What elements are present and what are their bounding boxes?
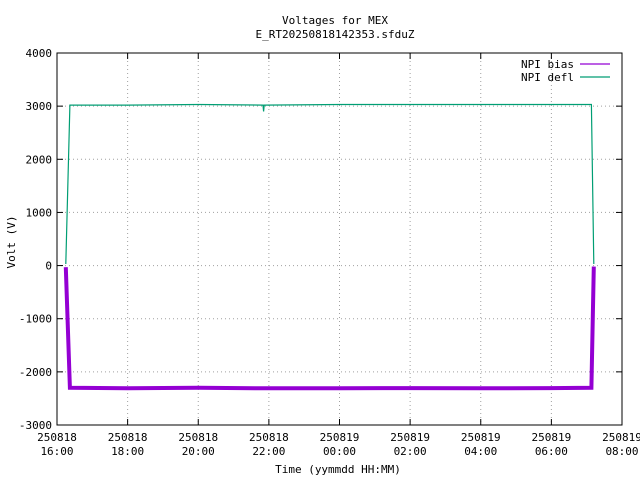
series-line-npi-defl <box>65 103 595 265</box>
x-tick-label-time: 04:00 <box>464 445 497 458</box>
x-tick-label-time: 02:00 <box>394 445 427 458</box>
x-tick-label-date: 250819 <box>532 431 572 444</box>
y-axis-label: Volt (V) <box>5 216 18 269</box>
y-tick-label: -3000 <box>19 419 52 432</box>
x-tick-label-date: 250818 <box>108 431 148 444</box>
y-tick-label: -2000 <box>19 366 52 379</box>
x-tick-label-date: 250819 <box>461 431 501 444</box>
x-tick-label-time: 06:00 <box>535 445 568 458</box>
x-tick-label-time: 00:00 <box>323 445 356 458</box>
y-tick-label: 3000 <box>26 100 53 113</box>
x-tick-label-date: 250818 <box>178 431 218 444</box>
x-axis-ticks: 25081816:0025081818:0025081820:002508182… <box>37 53 640 458</box>
y-tick-label: 2000 <box>26 153 53 166</box>
grid-lines <box>57 53 622 425</box>
series-line-npi-bias <box>63 266 596 391</box>
series-layer <box>63 103 596 391</box>
x-tick-label-time: 20:00 <box>182 445 215 458</box>
chart-title: Voltages for MEX <box>282 14 388 27</box>
y-tick-label: 1000 <box>26 206 53 219</box>
x-tick-label-date: 250819 <box>320 431 360 444</box>
legend-label-npi-defl: NPI defl <box>521 71 574 84</box>
x-axis-label: Time (yymmdd HH:MM) <box>275 463 401 476</box>
legend: NPI bias NPI defl <box>521 58 610 84</box>
chart-subtitle: E_RT20250818142353.sfduZ <box>256 28 415 41</box>
x-tick-label-time: 18:00 <box>111 445 144 458</box>
x-tick-label-time: 08:00 <box>605 445 638 458</box>
y-axis-ticks: -3000 -2000 -1000 0 1000 2000 3000 4000 <box>19 47 622 432</box>
x-tick-label-date: 250818 <box>249 431 289 444</box>
x-tick-label-time: 22:00 <box>252 445 285 458</box>
y-tick-label: 0 <box>45 260 52 273</box>
x-tick-label-date: 250818 <box>37 431 77 444</box>
x-tick-label-time: 16:00 <box>40 445 73 458</box>
x-tick-label-date: 250819 <box>390 431 430 444</box>
legend-label-npi-bias: NPI bias <box>521 58 574 71</box>
y-tick-label: 4000 <box>26 47 53 60</box>
x-tick-label-date: 250819 <box>602 431 640 444</box>
y-tick-label: -1000 <box>19 313 52 326</box>
